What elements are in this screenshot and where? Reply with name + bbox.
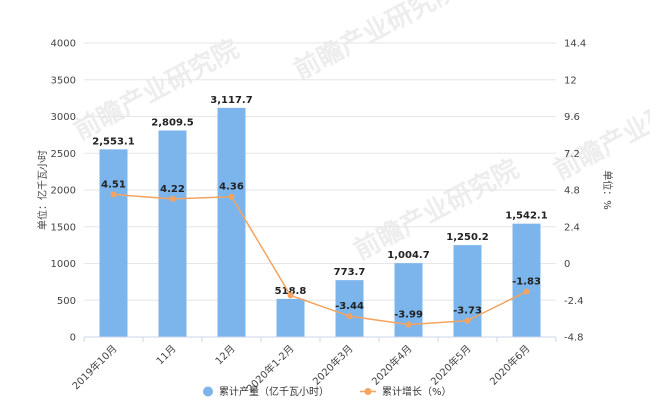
x-category-label-4: 2020年3月 <box>310 342 356 388</box>
bar-value-label-5: 1,004.7 <box>387 250 429 261</box>
growth-value-label-4: -3.44 <box>335 301 364 312</box>
y-right-tick-label: 7.2 <box>564 149 580 160</box>
y-left-tick-label: 4000 <box>51 39 76 50</box>
y-right-tick-label: 14.4 <box>564 39 586 50</box>
legend-bar-label: 累计产量（亿千瓦小时） <box>219 385 329 398</box>
bar-value-label-7: 1,542.1 <box>505 211 547 222</box>
bar-value-label-3: 518.8 <box>275 286 307 297</box>
bar-value-label-2: 3,117.7 <box>210 95 252 106</box>
y-right-tick-label: 0 <box>564 259 570 270</box>
x-category-label-5: 2020年4月 <box>369 342 415 388</box>
x-category-label-0: 2019年10月 <box>69 342 119 392</box>
y-left-tick-label: 3500 <box>51 75 76 86</box>
y-right-tick-label: 2.4 <box>564 222 580 233</box>
bar-7 <box>512 223 541 337</box>
x-category-label-6: 2020年5月 <box>428 342 474 388</box>
growth-point-6 <box>464 317 471 324</box>
legend-bar-marker <box>203 386 213 397</box>
y-left-tick-label: 3000 <box>51 112 76 123</box>
bar-3 <box>276 298 305 337</box>
growth-value-label-0: 4.51 <box>101 179 126 190</box>
y-right-tick-label: -2.4 <box>564 296 584 307</box>
y-right-axis-title: 单位：% <box>601 170 614 210</box>
bar-value-label-1: 2,809.5 <box>151 118 193 129</box>
bar-value-label-6: 1,250.2 <box>446 232 488 243</box>
growth-point-4 <box>346 313 353 320</box>
growth-point-3 <box>287 292 294 299</box>
x-category-label-1: 11月 <box>154 343 179 368</box>
growth-value-label-7: -1.83 <box>512 277 541 288</box>
growth-point-1 <box>169 195 176 202</box>
bar-value-label-0: 2,553.1 <box>92 136 134 147</box>
growth-value-label-6: -3.73 <box>453 306 482 317</box>
y-left-tick-label: 2000 <box>51 186 76 197</box>
x-category-label-7: 2020年6月 <box>487 342 533 388</box>
watermark-text-2: 前瞻产业研究院 <box>349 153 524 266</box>
y-left-axis-title: 单位：亿千瓦小时 <box>36 150 49 230</box>
y-right-tick-label: 12 <box>564 75 577 86</box>
bar-2 <box>217 107 246 337</box>
y-left-tick-label: 0 <box>70 333 76 344</box>
growth-line <box>113 193 527 326</box>
growth-value-label-1: 4.22 <box>160 184 185 195</box>
y-right-tick-label: 4.8 <box>564 186 580 197</box>
growth-point-7 <box>523 288 530 295</box>
y-right-tick-label: -4.8 <box>564 333 584 344</box>
watermark-text-3: 前瞻产业研究院 <box>549 73 650 186</box>
growth-value-label-2: 4.36 <box>219 182 244 193</box>
y-left-tick-label: 1500 <box>51 222 76 233</box>
y-right-tick-label: 9.6 <box>564 112 580 123</box>
growth-point-2 <box>228 193 235 200</box>
growth-point-0 <box>110 191 117 198</box>
y-left-tick-label: 500 <box>57 296 76 307</box>
growth-value-label-5: -3.99 <box>394 310 423 321</box>
bar-0 <box>99 149 128 337</box>
y-left-tick-label: 1000 <box>51 259 76 270</box>
bar-1 <box>158 130 187 337</box>
legend-line-label: 累计增长（%） <box>382 385 452 398</box>
bar-4 <box>335 280 364 337</box>
x-category-label-2: 12月 <box>213 343 238 368</box>
growth-point-5 <box>405 321 412 328</box>
bar-value-label-4: 773.7 <box>334 267 366 278</box>
y-left-tick-label: 2500 <box>51 149 76 160</box>
legend-line-marker <box>364 388 372 395</box>
